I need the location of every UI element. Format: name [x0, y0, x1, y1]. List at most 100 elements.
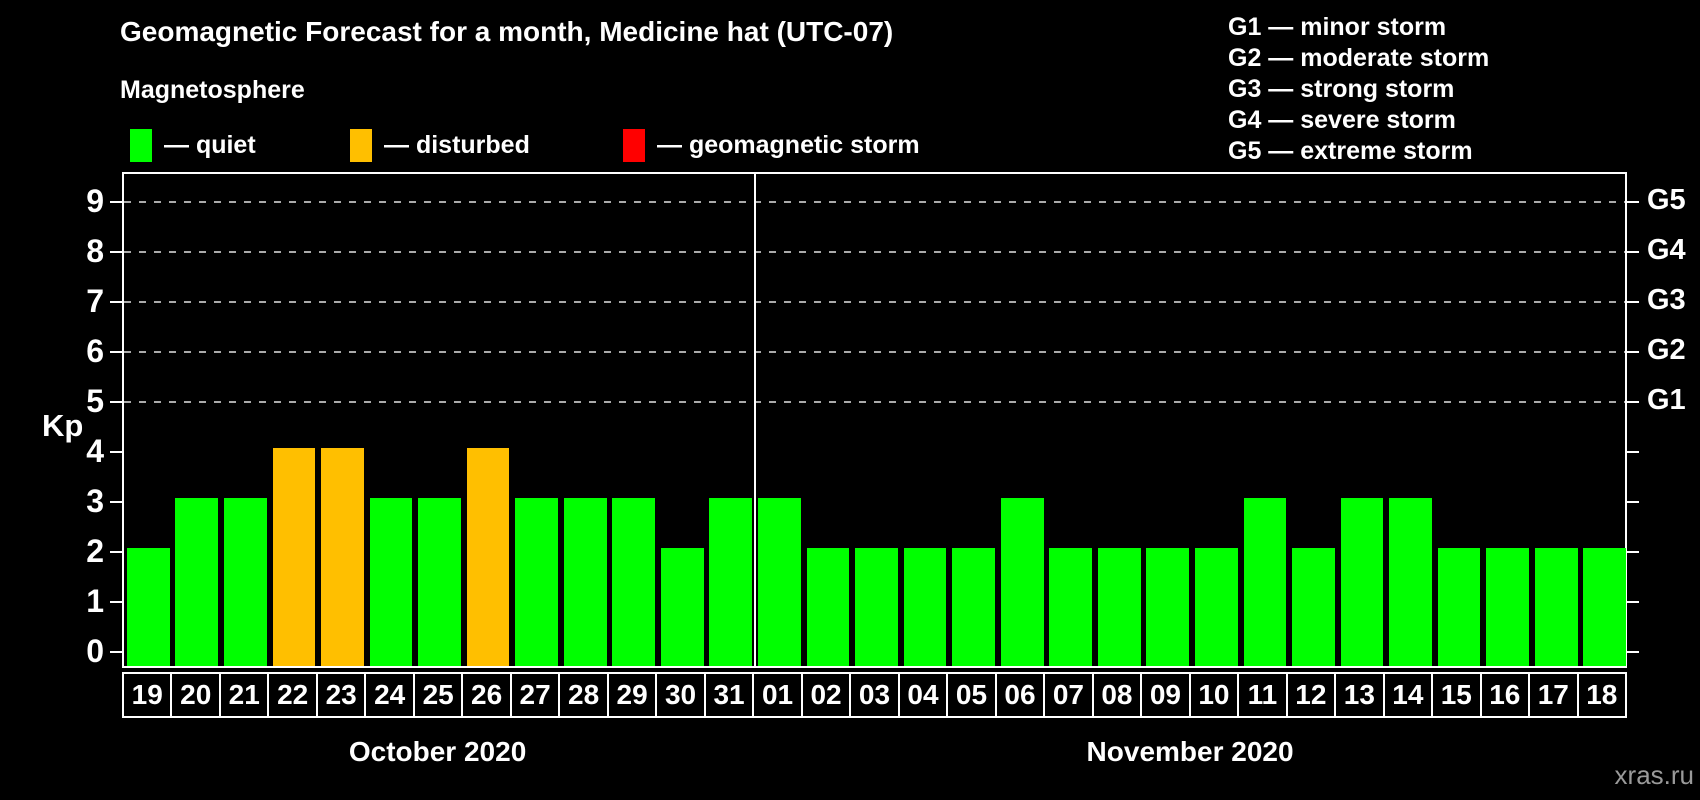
kp-bar-day-15	[1437, 548, 1481, 666]
g-axis-tick	[1627, 501, 1639, 503]
g-axis-tick	[1627, 251, 1639, 253]
kp-bar-day-16	[1486, 548, 1529, 666]
y-axis-tick	[110, 651, 122, 653]
date-cell: 02	[800, 672, 852, 718]
y-axis-label: 7	[86, 283, 104, 319]
legend-item-storm: — geomagnetic storm	[623, 128, 920, 162]
magnetosphere-legend-title: Magnetosphere	[120, 76, 305, 104]
g-scale-line-3: G3 — strong storm	[1228, 75, 1455, 103]
y-axis-tick	[110, 601, 122, 603]
y-axis-label: 2	[86, 533, 104, 569]
date-cell: 22	[267, 672, 318, 718]
g-axis-label-g1: G1	[1647, 384, 1686, 416]
date-cell: 08	[1091, 672, 1143, 718]
date-cell: 21	[218, 672, 270, 718]
y-axis-tick	[110, 551, 122, 553]
y-axis-tick	[110, 401, 122, 403]
kp-bar-day-24	[369, 498, 413, 666]
y-axis-label: 4	[86, 433, 104, 469]
chart-title: Geomagnetic Forecast for a month, Medici…	[120, 16, 894, 47]
date-cell: 24	[364, 672, 415, 718]
kp-bar-day-07	[1049, 548, 1093, 666]
gridline-kp8	[124, 251, 1625, 253]
date-cell: 27	[509, 672, 561, 718]
g-axis-label-g5: G5	[1647, 184, 1686, 216]
kp-bar-day-19	[126, 548, 170, 666]
date-cell: 04	[897, 672, 949, 718]
date-cell: 05	[946, 672, 997, 718]
kp-bar-day-13	[1340, 498, 1384, 666]
kp-bar-day-08	[1097, 548, 1141, 666]
date-cell: 23	[315, 672, 367, 718]
kp-bar-day-21	[224, 498, 267, 666]
date-cell: 16	[1479, 672, 1531, 718]
gridline-kp7	[124, 301, 1625, 303]
g-scale-legend: G1 — minor storm G2 — moderate storm G3 — …	[1228, 12, 1489, 167]
plot-area: 0 1 2 3 4 5 6 7 8 9 G1 G2 G3 G4 G5	[86, 172, 1686, 669]
month-label: November 2020	[1086, 736, 1294, 767]
legend-item-quiet: — quiet	[130, 128, 256, 162]
date-cell: 18	[1576, 672, 1628, 718]
y-axis-tick	[110, 251, 122, 253]
g-scale-line-4: G4 — severe storm	[1228, 106, 1456, 134]
date-cell: 29	[606, 672, 658, 718]
disturbed-swatch	[350, 128, 372, 162]
g-scale-line-1: G1 — minor storm	[1228, 13, 1447, 41]
g-axis-tick	[1627, 201, 1639, 203]
date-cell: 07	[1043, 672, 1094, 718]
month-label: October 2020	[348, 736, 527, 767]
legend-label-quiet: — quiet	[164, 130, 256, 159]
y-axis-label: 3	[86, 483, 104, 519]
y-axis-label: 8	[86, 233, 104, 269]
kp-bar-day-22	[272, 448, 316, 666]
y-axis-title: Kp	[42, 408, 84, 443]
magnetosphere-legend: — quiet — disturbed — geomagnetic storm	[0, 128, 1700, 166]
kp-bar-day-20	[175, 498, 219, 666]
date-cell: 14	[1382, 672, 1434, 718]
date-cell: 26	[461, 672, 512, 718]
date-cell: 20	[170, 672, 221, 718]
kp-bar-day-04	[903, 548, 947, 666]
kp-bar-day-12	[1292, 548, 1335, 666]
y-axis-label: 0	[86, 633, 104, 669]
kp-bar-day-29	[612, 498, 656, 666]
date-cell: 15	[1431, 672, 1482, 718]
y-axis-tick	[110, 351, 122, 353]
kp-bar-day-18	[1583, 548, 1627, 666]
g-axis-tick	[1627, 401, 1639, 403]
kp-bar-day-25	[418, 498, 461, 666]
kp-bar-day-27	[515, 498, 559, 666]
storm-swatch	[623, 128, 645, 162]
month-separator	[754, 174, 757, 666]
kp-bar-day-02	[806, 548, 850, 666]
gridline-kp9	[124, 201, 1625, 203]
kp-bar-day-31	[709, 498, 753, 666]
legend-label-disturbed: — disturbed	[384, 130, 530, 159]
g-scale-line-5: G5 — extreme storm	[1228, 137, 1473, 165]
g-scale-line-2: G2 — moderate storm	[1228, 44, 1490, 72]
gridline-kp5	[124, 401, 1625, 403]
kp-bar-day-26	[466, 448, 510, 666]
y-axis-label: 5	[86, 383, 104, 419]
date-axis: 19 20 21 22 23 24 25 26 27 28 29 30 31 01 02 03 04 05 06 07…	[122, 672, 1628, 718]
date-cell: 03	[849, 672, 900, 718]
date-cell: 09	[1140, 672, 1191, 718]
date-cell: 11	[1237, 672, 1288, 718]
date-cell: 17	[1528, 672, 1579, 718]
date-cell: 01	[752, 672, 803, 718]
g-axis-tick	[1627, 301, 1639, 303]
kp-bar-day-14	[1389, 498, 1432, 666]
g-axis-tick	[1627, 451, 1639, 453]
y-axis-label: 6	[86, 333, 104, 369]
date-cell: 28	[558, 672, 609, 718]
g-axis-tick	[1627, 351, 1639, 353]
quiet-swatch	[130, 128, 152, 162]
kp-bar-day-11	[1243, 498, 1287, 666]
g-axis-label-g4: G4	[1647, 234, 1686, 266]
kp-bar-day-03	[855, 548, 898, 666]
date-cell: 06	[994, 672, 1046, 718]
y-axis-label: 1	[86, 583, 104, 619]
y-axis-tick	[110, 501, 122, 503]
gridline-kp6	[124, 351, 1625, 353]
